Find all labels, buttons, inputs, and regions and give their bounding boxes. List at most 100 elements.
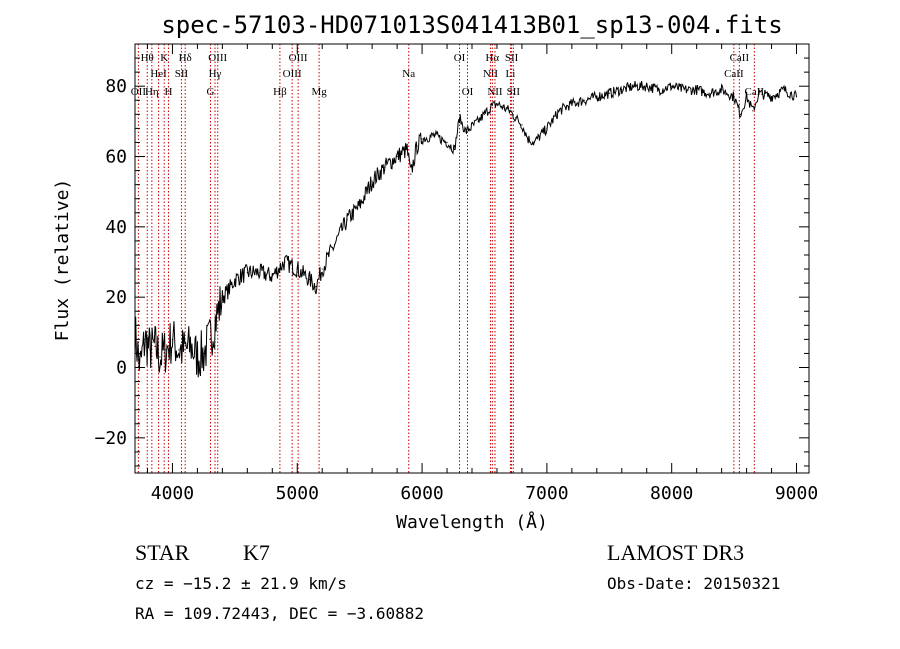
spectrum-point-59 [646, 86, 647, 87]
survey-name: LAMOST DR3 [607, 540, 744, 565]
spectral-line-label-23: SII [507, 86, 521, 98]
coordinates: RA = 109.72443, DEC = −3.60882 [135, 604, 424, 623]
spectrum-point-44 [496, 103, 497, 104]
y-tick-label-2: 20 [105, 287, 127, 308]
spectrum-series [134, 81, 797, 377]
spectrum-point-18 [247, 272, 248, 273]
y-axis-label: Flux (relative) [52, 179, 73, 342]
spectral-line-label-18: NII [483, 68, 499, 80]
spectrum-point-27 [347, 219, 348, 220]
spectrum-point-55 [596, 96, 597, 97]
observation-date: Obs-Date: 20150321 [607, 574, 780, 593]
spectral-line-label-7: Hδ [179, 52, 192, 64]
spectrum-point-21 [284, 261, 285, 262]
spectrum-point-6 [166, 349, 167, 350]
spectrum-point-32 [406, 149, 407, 150]
spectral-line-label-16: OI [454, 52, 466, 64]
spectrum-point-64 [709, 93, 710, 94]
spectral-line-label-5: H [164, 86, 172, 98]
spectrum-point-52 [559, 110, 560, 111]
spectral-line-markers: OIIHθHηHeIKHSIIHδGHγOIIIHβOIIIOIIIMgNaOI… [131, 44, 765, 473]
spectrum-point-12 [203, 353, 204, 354]
spectrum-point-41 [478, 121, 479, 122]
spectrum-point-53 [571, 103, 572, 104]
spectral-line-label-13: OIII [289, 52, 308, 64]
spectrum-point-30 [384, 166, 385, 167]
spectral-line-label-19: Hα [485, 52, 499, 64]
x-axis-label: Wavelength (Å) [396, 511, 548, 533]
spectrum-point-19 [259, 272, 260, 273]
redshift-cz: cz = −15.2 ± 21.9 km/s [135, 574, 347, 593]
spectrum-point-29 [372, 181, 373, 182]
spectral-line-label-10: OIII [208, 52, 227, 64]
spectrum-point-17 [234, 279, 235, 280]
spectrum-point-61 [671, 86, 672, 87]
spectrum-point-23 [309, 279, 310, 280]
spectrum-point-40 [465, 131, 466, 132]
spectrum-point-36 [434, 135, 435, 136]
spectral-line-label-22: SII [505, 52, 519, 64]
spectrum-point-33 [410, 174, 411, 175]
spectrum-point-13 [209, 339, 210, 340]
spectrum-point-35 [421, 138, 422, 139]
spectrum-point-46 [509, 110, 510, 111]
spectrum-point-3 [149, 349, 150, 350]
spectrum-point-51 [546, 128, 547, 129]
spectrum-point-48 [521, 124, 522, 125]
spectrum-point-43 [490, 107, 491, 108]
spectrum-point-14 [216, 318, 217, 319]
spectrum-point-42 [484, 114, 485, 115]
spectral-line-label-6: SII [175, 68, 189, 80]
spectral-line-label-0: OII [131, 86, 147, 98]
spectrum-point-24 [315, 286, 316, 287]
spectral-line-label-24: CaII [724, 68, 744, 80]
x-tick-label-3: 7000 [525, 483, 568, 504]
spectrum-point-63 [696, 89, 697, 90]
y-tick-label-4: 60 [105, 147, 127, 168]
spectral-line-label-12: OIII [283, 68, 302, 80]
spectrum-point-10 [191, 346, 192, 347]
spectrum-chart: spec-57103-HD071013S041413B01_sp13-004.f… [0, 0, 900, 649]
plot-frame [135, 44, 809, 473]
spectrum-point-67 [740, 114, 741, 115]
spectrum-point-15 [222, 297, 223, 298]
spectrum-point-31 [397, 156, 398, 157]
spectrum-point-57 [621, 89, 622, 90]
spectrum-point-9 [184, 349, 185, 350]
spectrum-point-2 [144, 339, 145, 340]
spectrum-point-70 [758, 93, 759, 94]
spectrum-point-73 [796, 96, 797, 97]
spectrum-point-11 [197, 356, 198, 357]
spectral-line-label-9: Hγ [209, 68, 222, 80]
x-tick-label-5: 9000 [775, 483, 818, 504]
spectrum-point-66 [734, 96, 735, 97]
x-tick-label-2: 6000 [400, 483, 443, 504]
spectrum-point-56 [609, 93, 610, 94]
y-axis: −20 0 20 40 60 80 [94, 58, 809, 466]
spectrum-point-34 [416, 145, 417, 146]
spectral-line-label-25: CaII [730, 52, 750, 64]
spectrum-point-7 [172, 339, 173, 340]
spectral-line-label-21: Li [506, 68, 516, 80]
spectrum-point-54 [584, 100, 585, 101]
y-tick-label-1: 0 [116, 358, 127, 379]
spectral-line-label-26: CaII [745, 86, 765, 98]
object-subclass: K7 [243, 540, 270, 565]
spectrum-point-62 [684, 89, 685, 90]
spectrum-point-72 [783, 89, 784, 90]
spectrum-point-68 [746, 96, 747, 97]
spectral-line-label-14: Mg [311, 86, 327, 98]
spectrum-point-69 [752, 110, 753, 111]
spectral-line-label-17: OI [462, 86, 474, 98]
spectrum-point-38 [454, 149, 455, 150]
spectrum-point-20 [272, 275, 273, 276]
spectrum-point-4 [154, 346, 155, 347]
spectrum-point-8 [178, 349, 179, 350]
object-class: STAR [135, 540, 190, 565]
spectrum-point-47 [515, 117, 516, 118]
spectrum-point-28 [359, 205, 360, 206]
y-tick-label-3: 40 [105, 217, 127, 238]
chart-title: spec-57103-HD071013S041413B01_sp13-004.f… [161, 11, 782, 39]
spectrum-point-39 [459, 117, 460, 118]
spectral-line-label-4: K [160, 52, 168, 64]
